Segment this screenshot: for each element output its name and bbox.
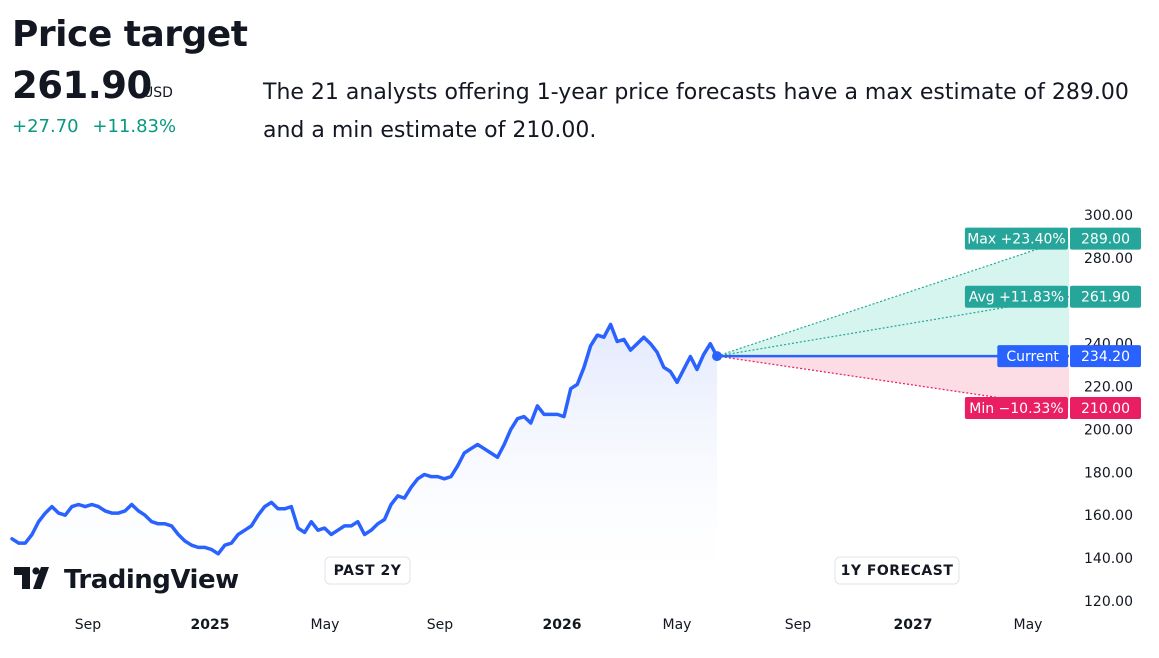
forecast-max-label: Max +23.40% 289.00 (964, 227, 1141, 250)
forecast-min-name: Min −10.33% (969, 401, 1063, 417)
forecast-period-label: 1Y FORECAST (841, 563, 954, 579)
forecast-min-label: Min −10.33% 210.00 (964, 397, 1141, 419)
forecast-avg-label: Avg +11.83% 261.90 (964, 285, 1141, 308)
x-tick-label: May (663, 617, 692, 633)
y-tick-label: 280.00 (1084, 251, 1133, 267)
forecast-avg-name: Avg +11.83% (969, 290, 1065, 306)
past-period-label: PAST 2Y (334, 563, 402, 579)
past-period-pill: PAST 2Y (324, 556, 411, 585)
price-history-line[interactable] (10, 322, 719, 556)
forecast-avg-value: 261.90 (1081, 290, 1130, 306)
price-change-absolute: +27.70 (12, 116, 79, 137)
current-price-marker[interactable] (712, 351, 722, 362)
x-tick-label: Sep (75, 617, 102, 633)
x-tick-label: 2025 (191, 617, 230, 633)
forecast-min-value: 210.00 (1081, 401, 1130, 417)
price-change: +27.70 +11.83% (12, 116, 184, 137)
page-title: Price target (12, 14, 248, 55)
x-tick-label: May (1014, 617, 1043, 633)
forecast-period-pill: 1Y FORECAST (834, 556, 960, 585)
currency-label: USD (143, 85, 173, 101)
y-tick-label: 300.00 (1084, 208, 1133, 224)
current-price-value: 234.20 (1081, 349, 1130, 365)
y-tick-label: 120.00 (1084, 594, 1133, 610)
tradingview-logo-icon (14, 567, 49, 589)
current-price-name: Current (1006, 349, 1059, 365)
forecast-description: The 21 analysts offering 1-year price fo… (263, 80, 1129, 143)
price-change-percent: +11.83% (92, 116, 177, 137)
price-target-value: 261.90 (12, 64, 152, 107)
y-tick-label: 220.00 (1084, 380, 1133, 396)
price-history-area (12, 324, 717, 601)
y-tick-label: 140.00 (1084, 551, 1133, 567)
x-tick-label: 2026 (543, 617, 582, 633)
x-tick-label: Sep (785, 617, 812, 633)
tradingview-logo: TradingView (14, 565, 240, 595)
forecast-max-line (716, 238, 1070, 357)
forecast-max-name: Max +23.40% (967, 232, 1066, 248)
y-tick-label: 180.00 (1084, 465, 1133, 481)
x-tick-label: Sep (427, 617, 454, 633)
tradingview-logo-text: TradingView (64, 565, 239, 595)
x-tick-label: 2027 (894, 617, 933, 633)
y-tick-label: 200.00 (1084, 422, 1133, 438)
forecast-max-value: 289.00 (1081, 232, 1130, 248)
current-price-label: Current 234.20 (997, 345, 1141, 368)
x-tick-label: May (311, 617, 340, 633)
y-tick-label: 160.00 (1084, 508, 1133, 524)
